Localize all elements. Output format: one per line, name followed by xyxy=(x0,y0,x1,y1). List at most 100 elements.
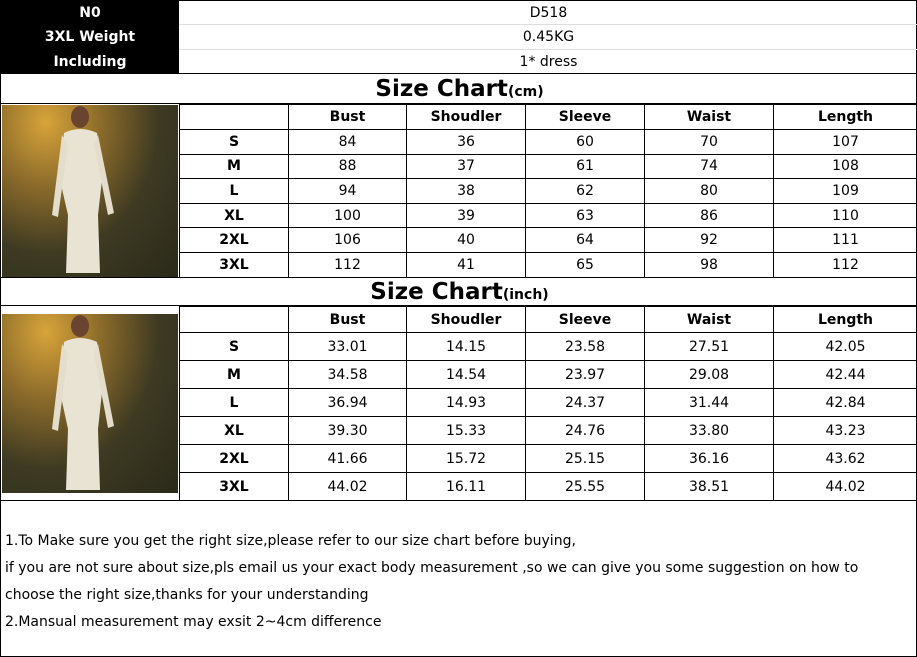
table-row: S 33.01 14.15 23.58 27.51 42.05 xyxy=(179,332,917,361)
measurement-cell: 33.80 xyxy=(644,416,774,445)
measurement-cell: 94 xyxy=(288,178,407,204)
header-shoulder: Shoudler xyxy=(406,104,526,130)
value-weight: 0.45KG xyxy=(179,25,917,50)
table-row: XL 100 39 63 86 110 xyxy=(179,202,917,229)
measurement-cell: 15.33 xyxy=(406,416,526,445)
measurement-cell: 23.58 xyxy=(525,332,645,361)
header-length: Length xyxy=(773,104,917,130)
table-header: Bust Shoudler Sleeve Waist Length xyxy=(179,306,917,333)
table-row: 3XL 112 41 65 98 112 xyxy=(179,251,917,278)
measurement-cell: 63 xyxy=(525,202,645,229)
label-no: N0 xyxy=(79,5,101,21)
measurement-cell: 106 xyxy=(288,227,407,253)
measurement-cell: 84 xyxy=(288,129,407,155)
table-row: 2XL 106 40 64 92 111 xyxy=(179,227,917,253)
note-line: choose the right size,thanks for your un… xyxy=(5,587,369,603)
measurement-cell: 80 xyxy=(644,178,774,204)
measurement-cell: 100 xyxy=(288,202,407,229)
measurement-cell: 24.76 xyxy=(525,416,645,445)
cm-size-table: Bust Shoudler Sleeve Waist Length S 84 36 60 70 1… xyxy=(179,104,917,278)
header-sleeve: Sleeve xyxy=(525,104,645,130)
measurement-cell: 42.44 xyxy=(773,360,917,389)
inch-chart-title: Size Chart(inch) xyxy=(1,277,917,306)
table-row: M 34.58 14.54 23.97 29.08 42.44 xyxy=(179,360,917,389)
measurement-cell: 16.11 xyxy=(406,472,526,501)
measurement-cell: 88 xyxy=(288,153,407,180)
measurement-cell: 23.97 xyxy=(525,360,645,389)
measurement-cell: 38.51 xyxy=(644,472,774,501)
measurement-cell: 98 xyxy=(644,251,774,278)
measurement-cell: 74 xyxy=(644,153,774,180)
measurement-cell: 25.15 xyxy=(525,444,645,473)
product-info: N0 3XL Weight Including D518 0.45KG 1* d… xyxy=(1,1,917,74)
size-label: XL xyxy=(179,416,289,445)
measurement-cell: 38 xyxy=(406,178,526,204)
measurement-cell: 40 xyxy=(406,227,526,253)
measurement-cell: 44.02 xyxy=(773,472,917,501)
title-text: Size Chart xyxy=(375,76,508,102)
size-label: S xyxy=(179,332,289,361)
measurement-cell: 14.93 xyxy=(406,388,526,417)
measurement-cell: 42.05 xyxy=(773,332,917,361)
header-waist: Waist xyxy=(644,306,774,333)
table-row: XL 39.30 15.33 24.76 33.80 43.23 xyxy=(179,416,917,445)
note-line: 1.To Make sure you get the right size,pl… xyxy=(5,533,576,549)
info-values: D518 0.45KG 1* dress xyxy=(179,1,917,74)
measurement-cell: 110 xyxy=(773,202,917,229)
size-label: 2XL xyxy=(179,227,289,253)
measurement-cell: 62 xyxy=(525,178,645,204)
measurement-cell: 41.66 xyxy=(288,444,407,473)
measurement-cell: 92 xyxy=(644,227,774,253)
inch-size-table: Bust Shoudler Sleeve Waist Length S 33.01 14.1… xyxy=(179,306,917,501)
size-label: S xyxy=(179,129,289,155)
size-label: 2XL xyxy=(179,444,289,473)
measurement-cell: 112 xyxy=(773,251,917,278)
measurement-cell: 43.62 xyxy=(773,444,917,473)
value-including: 1* dress xyxy=(519,53,578,70)
measurement-cell: 65 xyxy=(525,251,645,278)
size-label: M xyxy=(179,153,289,180)
header-size xyxy=(179,104,289,130)
measurement-cell: 36 xyxy=(406,129,526,155)
header-sleeve: Sleeve xyxy=(525,306,645,333)
measurement-cell: 33.01 xyxy=(288,332,407,361)
measurement-cell: 14.15 xyxy=(406,332,526,361)
measurement-cell: 15.72 xyxy=(406,444,526,473)
measurement-cell: 64 xyxy=(525,227,645,253)
note-line: 2.Mansual measurement may exsit 2~4cm di… xyxy=(5,614,382,630)
title-text: Size Chart xyxy=(370,279,503,305)
measurement-cell: 29.08 xyxy=(644,360,774,389)
info-labels: N0 3XL Weight Including xyxy=(1,1,179,74)
table-row: M 88 37 61 74 108 xyxy=(179,153,917,180)
measurement-cell: 112 xyxy=(288,251,407,278)
measurement-cell: 111 xyxy=(773,227,917,253)
size-label: L xyxy=(179,178,289,204)
measurement-cell: 107 xyxy=(773,129,917,155)
size-label: XL xyxy=(179,202,289,229)
measurement-cell: 36.16 xyxy=(644,444,774,473)
header-length: Length xyxy=(773,306,917,333)
header-bust: Bust xyxy=(288,306,407,333)
measurement-cell: 34.58 xyxy=(288,360,407,389)
table-header: Bust Shoudler Sleeve Waist Length xyxy=(179,104,917,130)
measurement-cell: 25.55 xyxy=(525,472,645,501)
label-including: Including xyxy=(53,53,127,70)
notes: 1.To Make sure you get the right size,pl… xyxy=(5,528,858,636)
dress-photo xyxy=(2,105,178,277)
header-shoulder: Shoudler xyxy=(406,306,526,333)
title-unit: (inch) xyxy=(502,287,549,303)
header-bust: Bust xyxy=(288,104,407,130)
measurement-cell: 36.94 xyxy=(288,388,407,417)
measurement-cell: 108 xyxy=(773,153,917,180)
measurement-cell: 27.51 xyxy=(644,332,774,361)
title-unit: (cm) xyxy=(507,84,544,100)
measurement-cell: 37 xyxy=(406,153,526,180)
measurement-cell: 109 xyxy=(773,178,917,204)
measurement-cell: 43.23 xyxy=(773,416,917,445)
table-row: L 36.94 14.93 24.37 31.44 42.84 xyxy=(179,388,917,417)
measurement-cell: 44.02 xyxy=(288,472,407,501)
measurement-cell: 41 xyxy=(406,251,526,278)
measurement-cell: 39.30 xyxy=(288,416,407,445)
table-row: 3XL 44.02 16.11 25.55 38.51 44.02 xyxy=(179,472,917,501)
